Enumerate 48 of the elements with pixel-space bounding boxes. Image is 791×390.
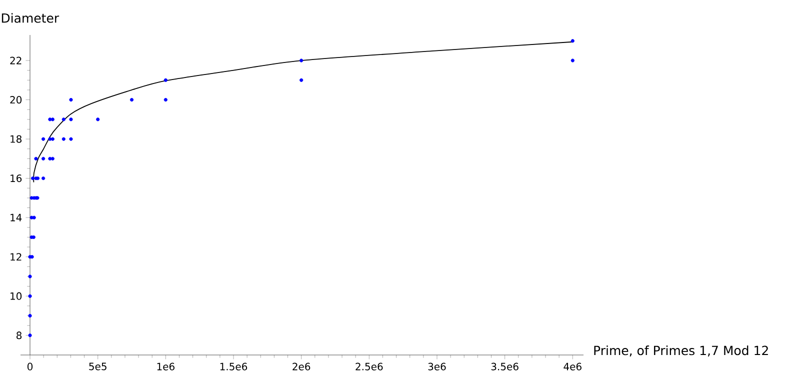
point bbox=[28, 274, 32, 278]
point bbox=[42, 156, 46, 160]
x-tick-label: 3.5e6 bbox=[491, 362, 518, 370]
y-tick-label: 14 bbox=[10, 214, 22, 222]
y-tick-label: 20 bbox=[10, 96, 22, 104]
x-tick-label: 4e6 bbox=[564, 362, 582, 370]
point bbox=[30, 176, 35, 180]
point bbox=[32, 216, 36, 220]
x-tick-label: 1e6 bbox=[157, 362, 174, 370]
x-tick-label: 5e5 bbox=[89, 362, 106, 370]
point bbox=[300, 58, 304, 62]
point bbox=[50, 118, 54, 122]
point bbox=[164, 78, 168, 82]
point bbox=[34, 156, 38, 160]
point bbox=[62, 137, 66, 141]
point bbox=[69, 137, 73, 141]
point bbox=[570, 58, 574, 62]
x-tick-label: 2.5e6 bbox=[356, 362, 383, 370]
point bbox=[50, 137, 54, 141]
y-tick-label: 18 bbox=[10, 135, 22, 143]
point bbox=[42, 137, 46, 141]
point bbox=[50, 156, 54, 160]
y-tick-label: 12 bbox=[10, 253, 22, 261]
x-tick-label: 2e6 bbox=[292, 362, 310, 370]
y-tick-label: 8 bbox=[16, 332, 22, 340]
x-tick-label: 1.5e6 bbox=[220, 362, 248, 370]
point bbox=[48, 156, 52, 160]
point bbox=[48, 137, 52, 141]
y-tick-label: 10 bbox=[10, 292, 22, 300]
point bbox=[69, 118, 73, 122]
x-tick-label: 3e6 bbox=[428, 362, 446, 370]
point bbox=[28, 334, 32, 338]
point bbox=[96, 118, 100, 122]
point bbox=[62, 118, 66, 122]
y-tick-label: 22 bbox=[10, 56, 22, 64]
point bbox=[42, 176, 46, 180]
x-axis-title: Prime, of Primes 1,7 Mod 12 bbox=[594, 346, 768, 356]
point bbox=[300, 78, 304, 82]
point bbox=[130, 98, 134, 102]
point bbox=[28, 294, 32, 298]
x-tick-label: 0 bbox=[27, 362, 33, 370]
point bbox=[570, 39, 574, 43]
point bbox=[69, 98, 73, 102]
y-tick-label: 16 bbox=[10, 174, 22, 182]
point bbox=[164, 98, 168, 102]
y-axis-title: Diameter bbox=[2, 13, 60, 23]
point bbox=[48, 118, 52, 122]
point bbox=[28, 314, 32, 318]
